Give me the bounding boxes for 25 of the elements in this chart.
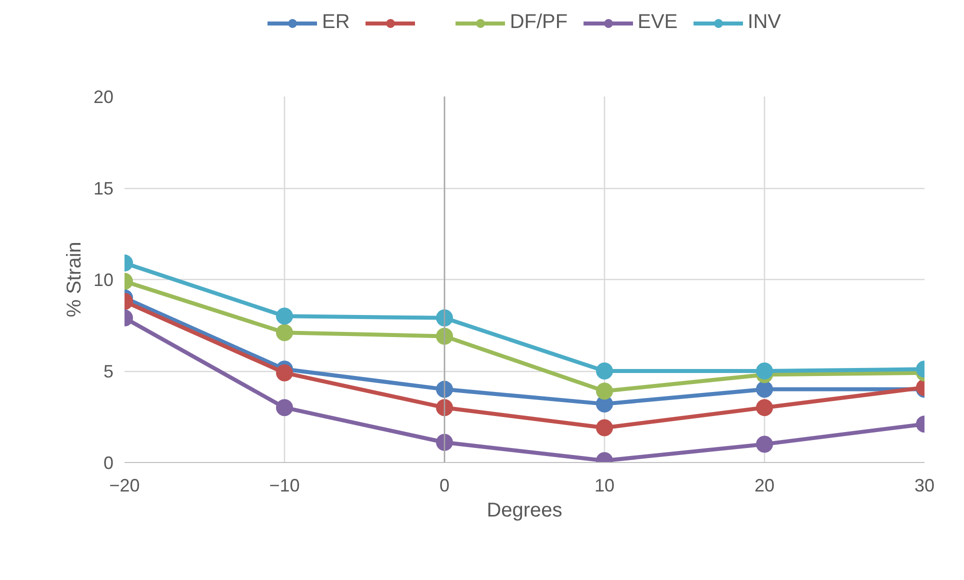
legend-label: DF/PF <box>510 11 568 34</box>
y-tick-label: 5 <box>103 362 114 382</box>
point <box>436 309 453 326</box>
y-tick-label: 10 <box>93 270 114 290</box>
point <box>596 382 613 400</box>
y-tick-label: 15 <box>93 178 114 198</box>
y-axis-title: % Strain <box>63 242 86 318</box>
legend-label: INV <box>748 11 781 34</box>
point <box>436 328 453 345</box>
y-tick-label: 0 <box>103 453 114 473</box>
x-tick-label: 30 <box>914 476 935 496</box>
x-tick-label: −10 <box>269 476 300 496</box>
legend-label: EVE <box>638 11 678 34</box>
point <box>596 419 613 436</box>
x-tick-label: 0 <box>439 476 450 496</box>
point <box>436 399 453 416</box>
x-tick-label: 20 <box>754 476 775 496</box>
x-axis-title: Degrees <box>486 500 562 522</box>
x-tick-label: −20 <box>109 476 140 496</box>
point <box>436 380 453 398</box>
point <box>596 362 613 380</box>
x-tick-label: 10 <box>594 476 615 496</box>
legend-label: ER <box>322 11 350 34</box>
point <box>436 434 453 451</box>
y-tick-label: 20 <box>93 87 114 107</box>
